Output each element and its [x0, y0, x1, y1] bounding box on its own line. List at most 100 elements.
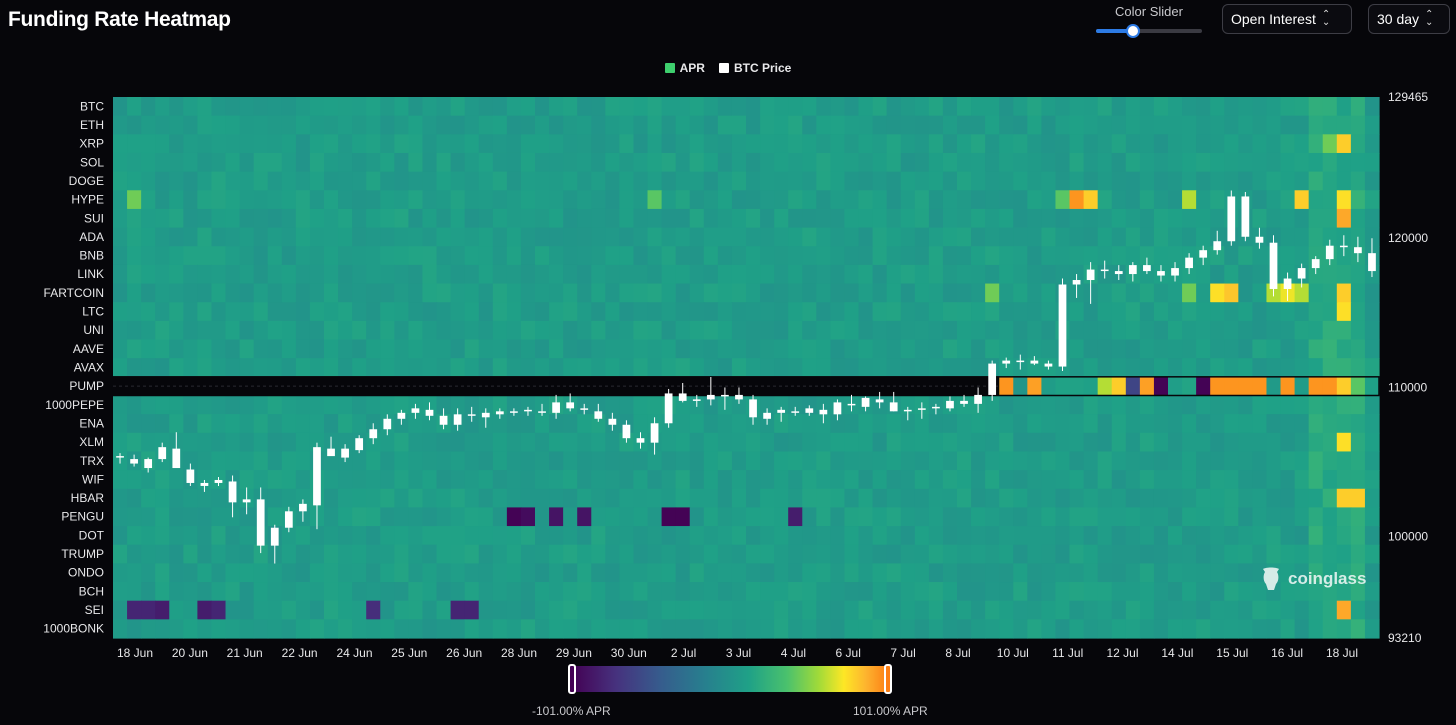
- heatmap-cell: [295, 320, 311, 341]
- metric-select[interactable]: Open Interest ⌃ ⌄: [1222, 4, 1352, 34]
- heatmap-cell: [1041, 619, 1057, 639]
- heatmap-cell: [731, 208, 747, 229]
- heatmap-cell: [1013, 264, 1028, 285]
- heatmap-cell: [1097, 526, 1113, 546]
- heatmap-cell: [746, 283, 761, 303]
- heatmap-cell: [253, 208, 269, 229]
- heatmap-cell: [211, 264, 227, 285]
- heatmap-cell: [1168, 582, 1183, 602]
- heatmap-cell: [1196, 432, 1211, 453]
- color-slider[interactable]: Color Slider: [1094, 4, 1204, 38]
- heatmap-cell: [1266, 320, 1282, 341]
- heatmap-cell: [1111, 115, 1127, 135]
- heatmap-cell: [436, 208, 452, 229]
- legend-item-btc-price[interactable]: BTC Price: [718, 61, 791, 75]
- heatmap-cell: [352, 302, 367, 322]
- color-slider-track[interactable]: [1096, 24, 1202, 38]
- heatmap-cell: [464, 470, 480, 490]
- heatmap-cell: [309, 339, 325, 359]
- heatmap-cell: [1069, 600, 1085, 620]
- btc-candle-body: [397, 412, 406, 419]
- heatmap-cell: [155, 208, 170, 229]
- heatmap-cell: [436, 451, 452, 471]
- range-select[interactable]: 30 day ⌃ ⌄: [1368, 4, 1450, 34]
- heatmap-cell: [408, 470, 424, 490]
- color-scale-max-handle[interactable]: [884, 664, 892, 694]
- heatmap-cell: [239, 320, 255, 341]
- heatmap-cell: [324, 600, 339, 620]
- coinglass-logo-icon: [1263, 567, 1279, 590]
- btc-candle-body: [777, 409, 786, 413]
- color-scale-min-handle[interactable]: [568, 664, 576, 694]
- heatmap-cell: [281, 600, 297, 620]
- heatmap-cell: [366, 619, 381, 639]
- heatmap-cell: [1294, 451, 1310, 471]
- legend-item-apr[interactable]: APR: [664, 61, 705, 75]
- btc-candle: [341, 444, 349, 463]
- heatmap-cell: [1083, 97, 1099, 117]
- heatmap-cell: [788, 526, 803, 546]
- btc-candle: [608, 412, 617, 431]
- heatmap-cell: [267, 320, 283, 341]
- heatmap-cell: [1224, 507, 1239, 527]
- heatmap-cell: [1182, 134, 1197, 154]
- heatmap-cell: [577, 208, 592, 229]
- heatmap-cell: [886, 302, 902, 322]
- heatmap-cell: [985, 544, 1000, 564]
- heatmap-cell: [1322, 507, 1338, 527]
- coin-label-bnb: BNB: [79, 249, 104, 263]
- heatmap-cell: [1168, 246, 1183, 266]
- heatmap-cell: [774, 582, 789, 602]
- heatmap-cell: [675, 208, 691, 229]
- heatmap-cell: [408, 600, 424, 620]
- heatmap-cell: [1336, 451, 1352, 471]
- heatmap-cell: [1168, 414, 1183, 434]
- heatmap-cell: [281, 171, 297, 191]
- heatmap-cell: [338, 544, 353, 564]
- heatmap-cell: [746, 544, 761, 564]
- heatmap-cell: [1322, 563, 1338, 583]
- btc-candle-body: [284, 511, 293, 528]
- btc-candle-body: [608, 418, 617, 425]
- heatmap-cell: [1364, 544, 1380, 564]
- heatmap-cell: [1308, 115, 1324, 135]
- heatmap-cell: [1238, 171, 1253, 191]
- heatmap-cell: [1196, 302, 1211, 322]
- color-slider-thumb[interactable]: [1126, 24, 1141, 38]
- heatmap-cell: [774, 544, 789, 564]
- heatmap-cell: [942, 432, 958, 453]
- heatmap-cell: [1336, 470, 1352, 490]
- heatmap-cell: [211, 171, 227, 191]
- heatmap-cell: [1238, 507, 1253, 527]
- heatmap-cell: [872, 470, 888, 490]
- heatmap-cell: [183, 395, 198, 415]
- heatmap-cell: [1139, 526, 1155, 546]
- heatmap-cell: [1013, 152, 1028, 173]
- heatmap-cell: [1280, 97, 1296, 117]
- heatmap-cell: [844, 227, 860, 247]
- heatmap-cell: [1280, 470, 1296, 490]
- heatmap-cell: [957, 488, 972, 509]
- heatmap-cell: [774, 302, 789, 322]
- heatmap-cell: [394, 264, 409, 285]
- heatmap-cell: [295, 414, 311, 434]
- heatmap-cell: [380, 600, 395, 620]
- heatmap-cell: [450, 115, 466, 135]
- heatmap-cell: [1069, 320, 1085, 341]
- heatmap-cell: [985, 619, 1000, 639]
- heatmap-cell: [942, 320, 958, 341]
- heatmap-cell: [619, 339, 635, 359]
- heatmap-cell: [1294, 283, 1310, 303]
- heatmap-cell: [1055, 376, 1071, 397]
- heatmap-cell: [1055, 115, 1071, 135]
- heatmap-cell: [760, 582, 775, 602]
- heatmap-cell: [1027, 619, 1042, 639]
- heatmap-cell: [830, 227, 846, 247]
- heatmap-cell: [633, 507, 649, 527]
- color-scale-bar[interactable]: [566, 664, 894, 694]
- heatmap-cell: [1266, 470, 1282, 490]
- heatmap-cell: [844, 152, 860, 173]
- heatmap-cell: [450, 152, 466, 173]
- heatmap-cell: [703, 97, 719, 117]
- heatmap-cell: [141, 358, 156, 378]
